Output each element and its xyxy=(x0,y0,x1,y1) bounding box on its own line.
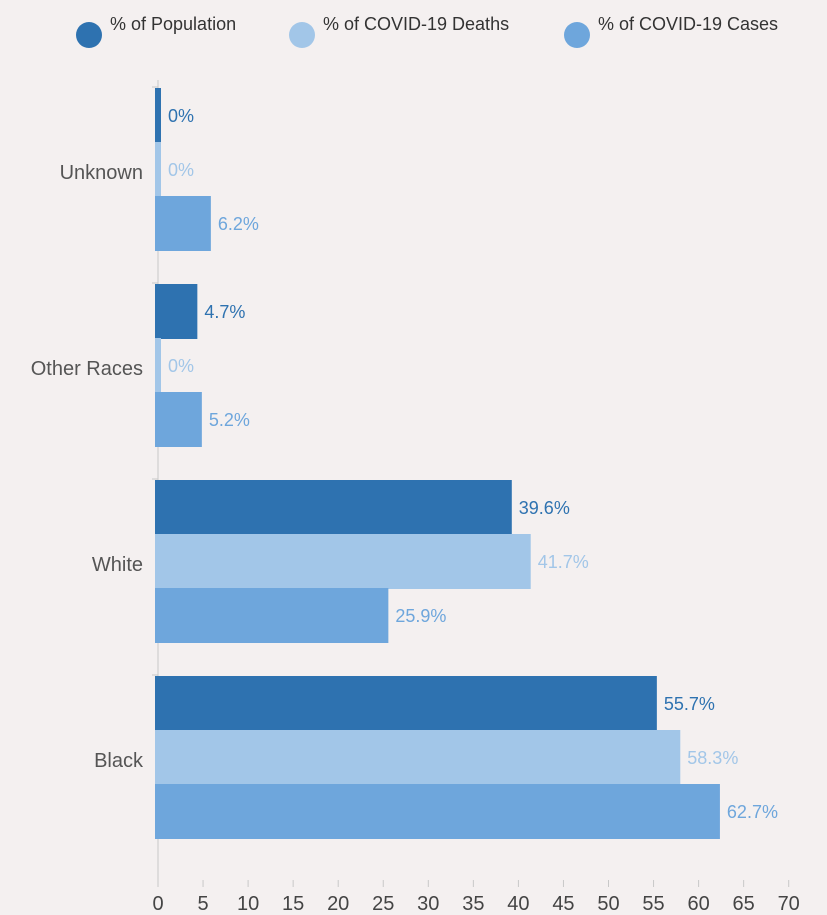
legend-label-deaths: % of COVID-19 Deaths xyxy=(323,14,510,34)
bar[interactable] xyxy=(155,784,720,839)
category-label-other-races: Other Races xyxy=(31,358,143,380)
x-tick-label: 30 xyxy=(417,893,439,915)
bar[interactable] xyxy=(155,338,161,393)
data-label: 58.3% xyxy=(687,748,738,768)
data-label: 4.7% xyxy=(204,302,245,322)
bar[interactable] xyxy=(155,588,389,643)
data-label: 6.2% xyxy=(218,214,259,234)
legend-swatch-deaths xyxy=(289,22,315,48)
data-label: 62.7% xyxy=(727,802,778,822)
x-tick-label: 35 xyxy=(462,893,484,915)
data-label: 0% xyxy=(168,160,194,180)
x-tick-label: 25 xyxy=(372,893,394,915)
chart-legend: % of Population % of COVID-19 Deaths % o… xyxy=(0,12,827,52)
data-label: 39.6% xyxy=(519,498,570,518)
category-label-black: Black xyxy=(94,750,144,772)
category-label-white: White xyxy=(92,554,143,576)
data-label: 41.7% xyxy=(538,552,589,572)
x-tick-label: 65 xyxy=(733,893,755,915)
legend-swatch-cases xyxy=(564,22,590,48)
x-tick-label: 55 xyxy=(642,893,664,915)
data-label: 0% xyxy=(168,106,194,126)
plot-area: Unknown 0% 0% 6.2% Other Races 4.7% 0% 5.2% Whit… xyxy=(31,80,800,915)
data-label: 5.2% xyxy=(209,410,250,430)
data-label: 0% xyxy=(168,356,194,376)
bar[interactable] xyxy=(155,480,512,535)
bar[interactable] xyxy=(155,196,211,251)
x-tick-label: 10 xyxy=(237,893,259,915)
x-tick-label: 70 xyxy=(778,893,800,915)
bar[interactable] xyxy=(155,676,657,731)
bar[interactable] xyxy=(155,534,531,589)
bar[interactable] xyxy=(155,88,161,143)
bar[interactable] xyxy=(155,392,202,447)
x-tick-label: 60 xyxy=(687,893,709,915)
category-label-unknown: Unknown xyxy=(60,162,143,184)
data-label: 25.9% xyxy=(395,606,446,626)
x-tick-label: 40 xyxy=(507,893,529,915)
x-tick-label: 15 xyxy=(282,893,304,915)
x-tick-label: 0 xyxy=(152,893,163,915)
bar[interactable] xyxy=(155,284,198,339)
bar[interactable] xyxy=(155,730,681,785)
legend-label-cases: % of COVID-19 Cases xyxy=(598,14,779,34)
legend-swatch-population xyxy=(76,22,102,48)
data-label: 55.7% xyxy=(664,694,715,714)
bar[interactable] xyxy=(155,142,161,197)
x-tick-label: 50 xyxy=(597,893,619,915)
x-tick-label: 20 xyxy=(327,893,349,915)
x-tick-label: 5 xyxy=(197,893,208,915)
legend-label-population: % of Population xyxy=(110,14,237,34)
x-tick-label: 45 xyxy=(552,893,574,915)
